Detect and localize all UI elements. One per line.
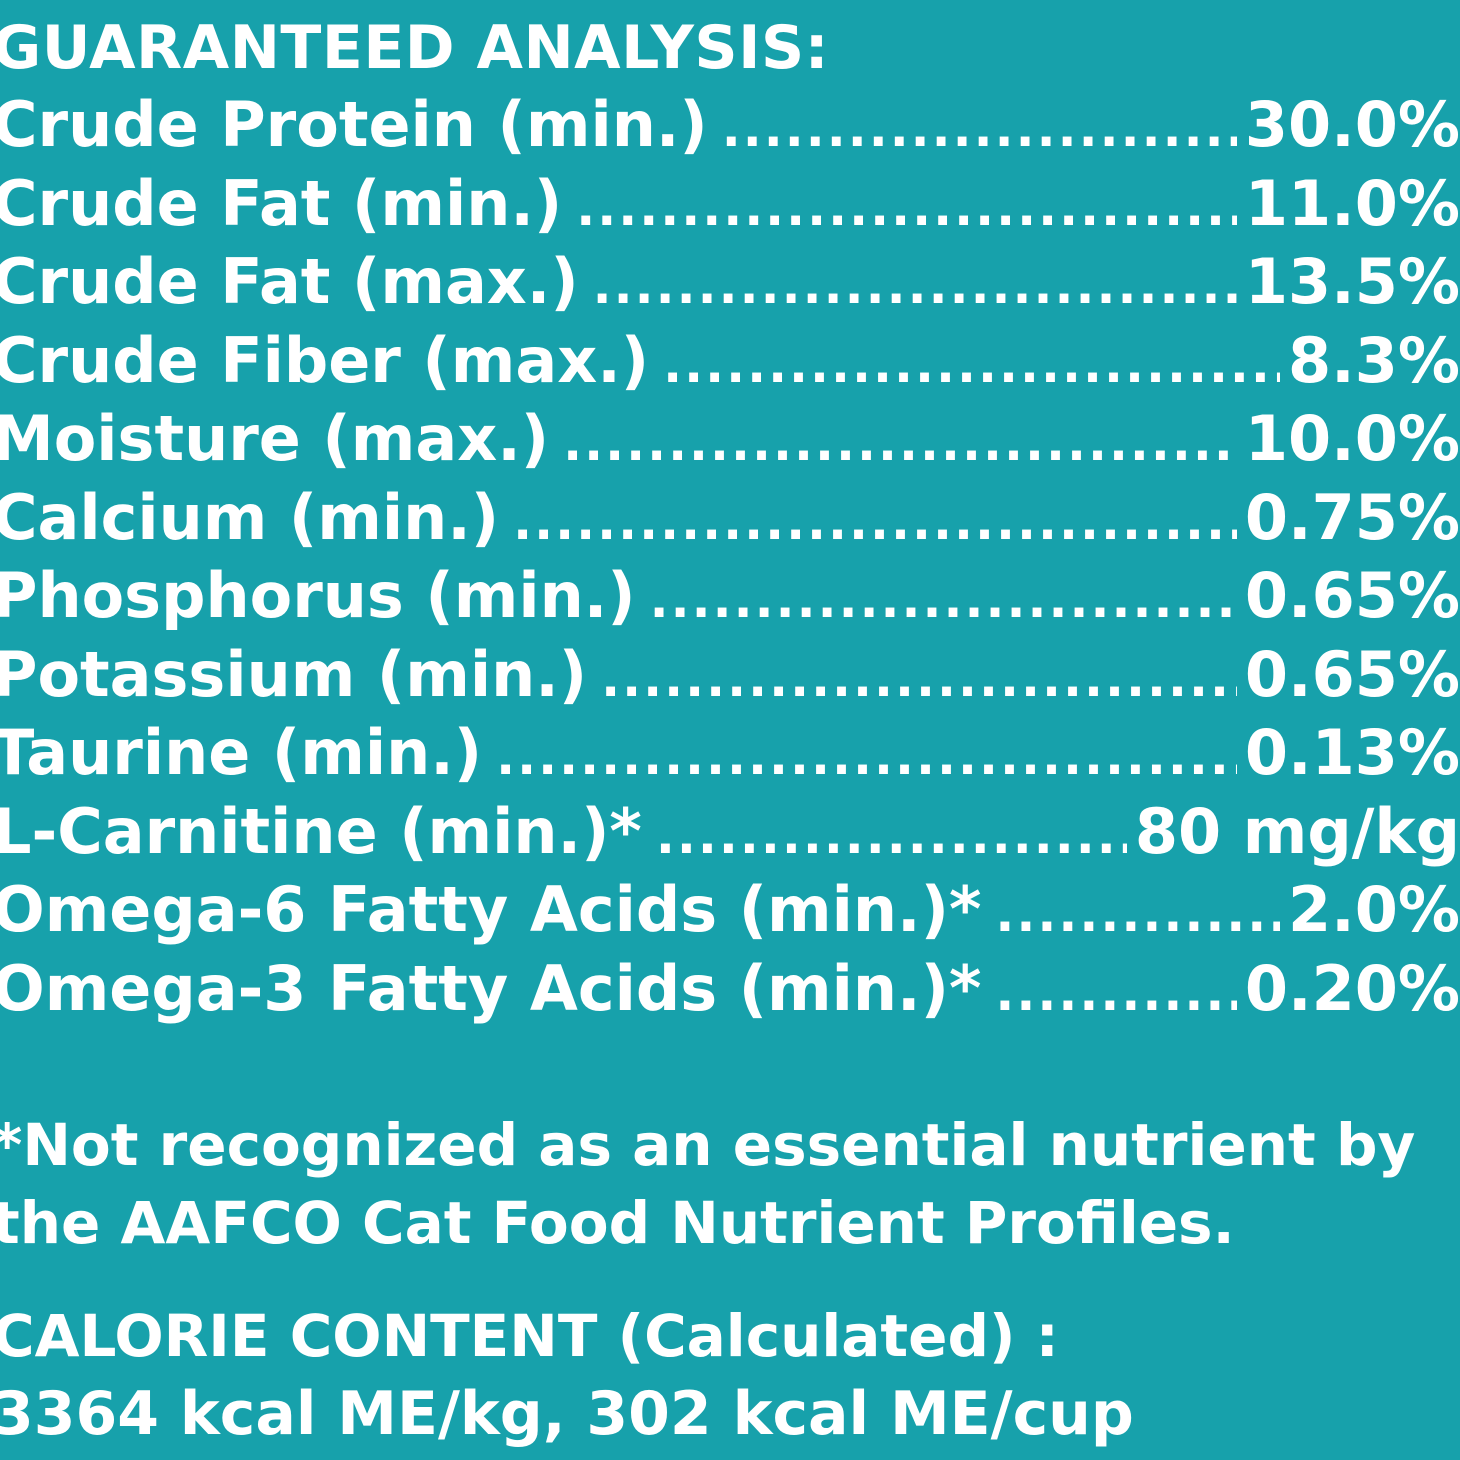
analysis-row: Phosphorus (min.) ......................… [0,557,1460,636]
nutrient-label: Crude Fiber (max.) [0,323,650,397]
nutrient-label: Moisture (max.) [0,402,550,475]
dot-leader: ........................................… [601,649,1237,708]
dot-leader: ........................................… [592,257,1237,315]
nutrient-value: 2.0% [1288,873,1460,946]
nutrient-value: 0.65% [1244,637,1460,711]
nutrient-label: Taurine (min.) [0,716,483,789]
footnote-line: the AAFCO Cat Food Nutrient Profiles. [0,1189,1235,1257]
nutrient-label: Crude Fat (max.) [0,245,579,318]
nutrient-label: Phosphorus (min.) [0,559,636,632]
analysis-row: Crude Fat (max.) .......................… [0,243,1460,322]
dot-leader: ........................................… [655,806,1127,865]
nutrient-value: 11.0% [1244,166,1460,240]
dot-leader: ........................................… [663,335,1281,394]
analysis-table: Crude Protein (min.) ...................… [0,86,1460,1028]
dot-leader: ........................................… [513,492,1237,551]
nutrient-value: 30.0% [1244,88,1460,161]
nutrient-value: 13.5% [1244,245,1460,318]
nutrient-label: Omega-6 Fatty Acids (min.)* [0,873,982,946]
nutrient-value: 0.65% [1244,559,1460,632]
nutrient-label: Omega-3 Fatty Acids (min.)* [0,951,982,1025]
nutrient-value: 0.13% [1244,716,1460,789]
nutrient-label: Potassium (min.) [0,637,588,711]
footnote-line: *Not recognized as an essential nutrient… [0,1111,1416,1179]
analysis-row: Moisture (max.) ........................… [0,400,1460,479]
dot-leader: ........................................… [995,885,1281,943]
nutrient-value: 80 mg/kg [1134,794,1460,868]
analysis-row: Omega-3 Fatty Acids (min.)* ............… [0,950,1460,1029]
analysis-row: Potassium (min.) .......................… [0,636,1460,715]
nutrient-value: 8.3% [1288,323,1460,397]
nutrient-value: 10.0% [1244,402,1460,475]
dot-leader: ........................................… [721,100,1237,158]
calorie-content-value: 3364 kcal ME/kg, 302 kcal ME/cup [0,1379,1134,1449]
nutrient-value: 0.75% [1244,480,1460,554]
nutrient-label: Crude Protein (min.) [0,88,708,161]
analysis-row: L-Carnitine (min.)* ....................… [0,793,1460,872]
nutrient-value: 0.20% [1244,951,1460,1025]
guaranteed-analysis-heading: GUARANTEED ANALYSIS: [0,13,830,83]
dot-leader: ........................................… [576,178,1237,237]
analysis-row: Taurine (min.) .........................… [0,714,1460,793]
analysis-row: Calcium (min.) .........................… [0,479,1460,558]
nutrient-label: L-Carnitine (min.)* [0,794,642,868]
analysis-row: Crude Fat (min.) .......................… [0,165,1460,244]
nutrient-label: Calcium (min.) [0,480,500,554]
analysis-row: Crude Fiber (max.) .....................… [0,322,1460,401]
nutrient-label: Crude Fat (min.) [0,166,563,240]
dot-leader: ........................................… [496,728,1237,786]
dot-leader: ........................................… [563,414,1237,472]
calorie-content-heading: CALORIE CONTENT (Calculated) : [0,1302,1059,1370]
analysis-row: Omega-6 Fatty Acids (min.)* ............… [0,871,1460,950]
dot-leader: ........................................… [995,963,1237,1022]
footnote: *Not recognized as an essential nutrient… [0,1106,1460,1262]
dot-leader: ........................................… [649,571,1237,629]
analysis-row: Crude Protein (min.) ...................… [0,86,1460,165]
